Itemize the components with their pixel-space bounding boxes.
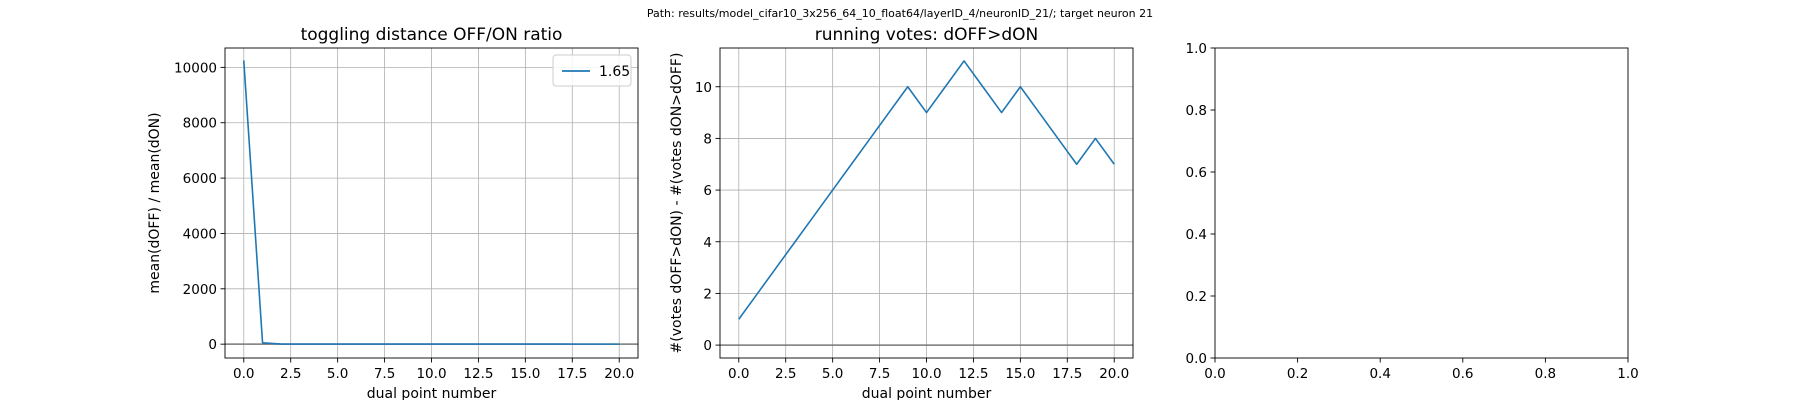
y-tick-label-4: 0.8 <box>1186 103 1207 119</box>
y-tick-label-0: 0 <box>703 338 712 354</box>
legend-box <box>552 54 632 87</box>
y-tick-label-2: 4 <box>703 235 712 251</box>
x-tick-label-8: 20.0 <box>604 366 634 382</box>
y-tick-label-1: 2000 <box>183 282 217 298</box>
x-tick-label-5: 12.5 <box>958 366 988 382</box>
panel-2: 0.0 2.5 5.0 7.5 10.0 12.5 15.0 17.5 20.0 0 2 4 6 8 10 r… <box>669 25 1134 400</box>
x-tick-label-6: 15.0 <box>1005 366 1035 382</box>
y-axis-label: mean(dOFF) / mean(dON) <box>147 112 163 293</box>
x-tick-label-4: 10.0 <box>416 366 446 382</box>
x-tick-label-1: 0.2 <box>1287 366 1308 382</box>
x-tick-label-0: 0.0 <box>1204 366 1225 382</box>
series-line-1 <box>738 60 1115 320</box>
x-tick-label-6: 15.0 <box>510 366 540 382</box>
y-tick-label-3: 6000 <box>183 171 217 187</box>
y-tick-label-1: 0.2 <box>1186 289 1207 305</box>
panel-1: 0.0 2.5 5.0 7.5 10.0 12.5 15.0 17.5 20.0 0 2000 400… <box>147 25 639 400</box>
y-tick-label-2: 0.4 <box>1186 227 1207 243</box>
y-tick-label-2: 4000 <box>183 226 217 242</box>
y-tick-label-5: 10000 <box>174 60 217 76</box>
x-tick-label-1: 2.5 <box>775 366 796 382</box>
x-tick-label-4: 10.0 <box>911 366 941 382</box>
x-tick-label-2: 5.0 <box>822 366 843 382</box>
x-tick-label-0: 0.0 <box>233 366 254 382</box>
panel-title: running votes: dOFF>dON <box>815 25 1038 45</box>
y-tick-label-5: 10 <box>695 80 712 96</box>
legend-label-1: 1.65 <box>599 64 630 80</box>
x-tick-label-2: 0.4 <box>1369 366 1390 382</box>
x-tick-label-5: 12.5 <box>463 366 493 382</box>
y-tick-label-3: 6 <box>703 183 712 199</box>
legend: 1.65 <box>552 54 632 87</box>
x-tick-label-5: 1.0 <box>1617 366 1638 382</box>
y-tick-label-5: 1.0 <box>1186 41 1207 57</box>
series-line-1 <box>242 60 620 345</box>
y-tick-label-0: 0 <box>208 337 217 353</box>
x-axis-label: dual point number <box>367 386 497 400</box>
x-tick-label-7: 17.5 <box>557 366 587 382</box>
x-tick-label-3: 7.5 <box>869 366 890 382</box>
plot-frame <box>1214 47 1629 359</box>
y-tick-label-0: 0.0 <box>1186 351 1207 367</box>
x-tick-label-2: 5.0 <box>327 366 348 382</box>
x-tick-label-7: 17.5 <box>1052 366 1082 382</box>
x-tick-label-4: 0.8 <box>1535 366 1556 382</box>
x-tick-label-1: 2.5 <box>280 366 301 382</box>
x-tick-label-8: 20.0 <box>1099 366 1129 382</box>
y-tick-label-3: 0.6 <box>1186 165 1207 181</box>
x-axis-label: dual point number <box>862 386 992 400</box>
x-tick-label-3: 7.5 <box>374 366 395 382</box>
x-tick-label-3: 0.6 <box>1452 366 1473 382</box>
figure-suptitle: Path: results/model_cifar10_3x256_64_10_… <box>647 7 1153 20</box>
x-tick-label-0: 0.0 <box>728 366 749 382</box>
panel-title: toggling distance OFF/ON ratio <box>301 25 563 45</box>
y-axis-label: #(votes dOFF>dON) - #(votes dON>dOFF) <box>669 53 685 354</box>
y-tick-label-4: 8000 <box>183 116 217 132</box>
panel-3: 0.0 0.2 0.4 0.6 0.8 1.0 0.0 0.2 0.4 0.6 0.8 1.0 <box>1186 41 1639 382</box>
y-tick-label-1: 2 <box>703 286 712 302</box>
y-tick-label-4: 8 <box>703 131 712 147</box>
